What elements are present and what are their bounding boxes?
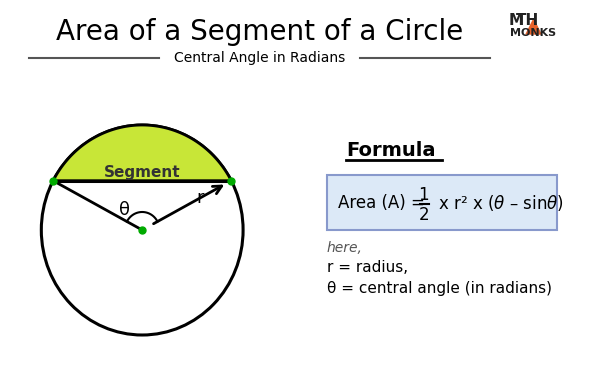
Text: M: M	[508, 13, 524, 28]
Text: Area of a Segment of a Circle: Area of a Segment of a Circle	[56, 18, 463, 46]
Polygon shape	[53, 125, 231, 181]
Text: Area (A) =: Area (A) =	[338, 194, 430, 212]
Text: θ = central angle (in radians): θ = central angle (in radians)	[326, 280, 551, 296]
Text: 1: 1	[418, 186, 429, 204]
Text: θ: θ	[119, 201, 130, 219]
Text: Formula: Formula	[346, 141, 436, 160]
Text: 2: 2	[418, 206, 429, 223]
Text: MONKS: MONKS	[510, 28, 556, 38]
Text: x r² x ($\theta$ – sin$\theta$): x r² x ($\theta$ – sin$\theta$)	[433, 193, 564, 212]
Text: r: r	[197, 189, 204, 207]
Text: TH: TH	[516, 13, 539, 28]
Text: r = radius,: r = radius,	[326, 261, 408, 275]
Text: ▲: ▲	[525, 15, 542, 35]
Text: Central Angle in Radians: Central Angle in Radians	[174, 51, 345, 65]
Text: here,: here,	[326, 241, 362, 255]
Text: Segment: Segment	[104, 165, 181, 180]
FancyBboxPatch shape	[326, 175, 557, 230]
